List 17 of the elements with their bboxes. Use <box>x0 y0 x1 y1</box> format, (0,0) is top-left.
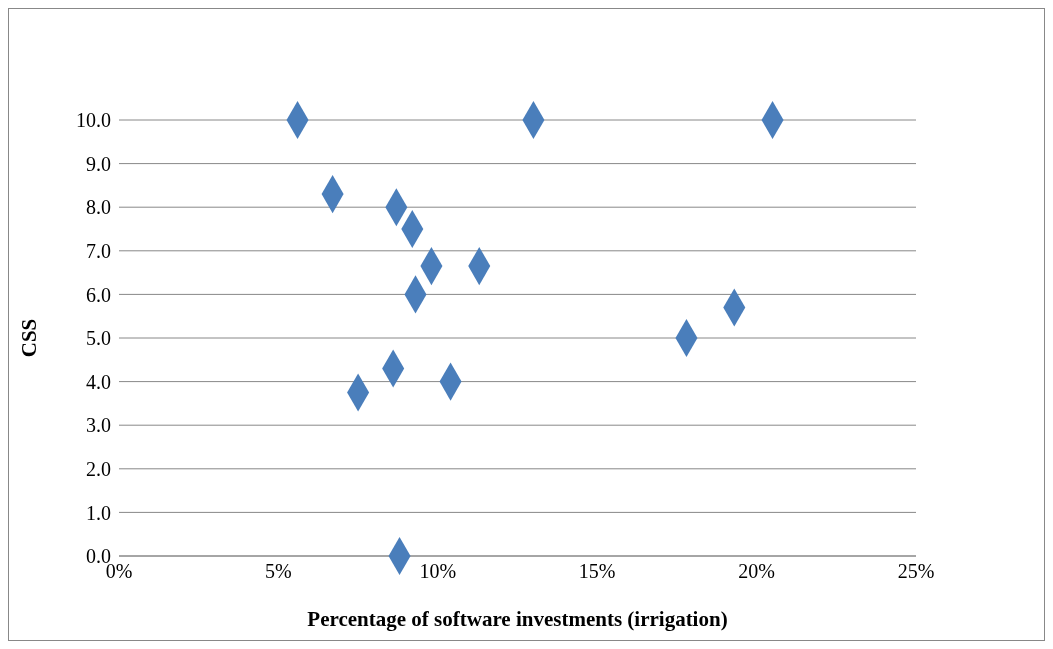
x-tick-label: 25% <box>897 560 935 583</box>
y-tick-label: 6.0 <box>86 283 111 306</box>
y-tick-label: 1.0 <box>86 501 111 524</box>
x-tick-label: 10% <box>419 560 457 583</box>
y-tick-label: 9.0 <box>86 152 111 175</box>
y-tick-label: 4.0 <box>86 370 111 393</box>
y-tick-label: 2.0 <box>86 457 111 480</box>
y-tick-label: 3.0 <box>86 414 111 437</box>
y-tick-label: 8.0 <box>86 196 111 219</box>
x-tick-label: 15% <box>578 560 616 583</box>
y-axis-title: CSS <box>17 318 42 358</box>
y-tick-label: 5.0 <box>86 327 111 350</box>
x-tick-label: 20% <box>738 560 775 583</box>
y-tick-label: 10.0 <box>76 109 111 132</box>
x-axis-title: Percentage of software investments (irrigation) <box>307 607 728 631</box>
x-tick-label: 5% <box>265 560 292 583</box>
y-tick-label: 7.0 <box>86 239 111 262</box>
